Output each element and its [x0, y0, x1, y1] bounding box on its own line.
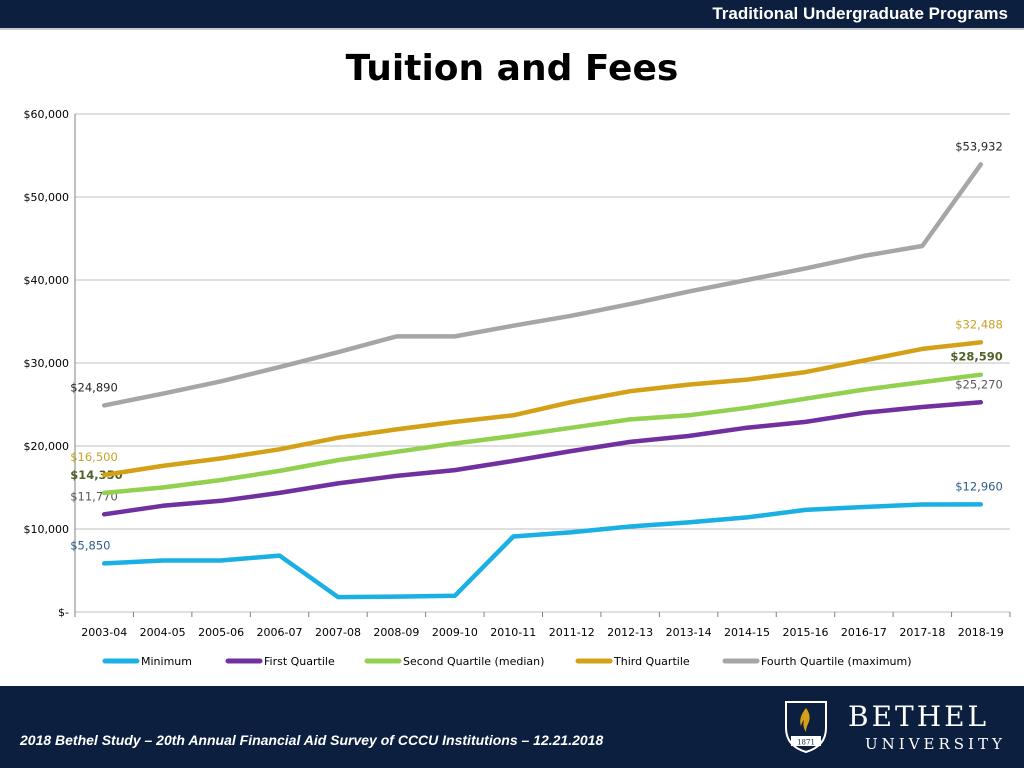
series-line — [101, 400, 984, 517]
legend-label: Second Quartile (median) — [403, 655, 544, 668]
x-tick-label: 2008-09 — [373, 626, 419, 639]
bethel-shield-logo: 1871 — [785, 701, 827, 754]
x-tick-label: 2006-07 — [257, 626, 303, 639]
x-tick-label: 2010-11 — [490, 626, 536, 639]
x-tick-label: 2011-12 — [549, 626, 595, 639]
legend-label: Third Quartile — [613, 655, 690, 668]
data-label: $24,890 — [70, 380, 118, 394]
x-tick-label: 2016-17 — [841, 626, 887, 639]
tuition-line-chart: $- $10,000 $20,000 $30,000 $40,000 $50,000 $60… — [24, 108, 1011, 668]
y-tick-label: $30,000 — [24, 357, 70, 370]
data-label: $12,960 — [955, 479, 1003, 493]
logo-year: 1871 — [797, 739, 815, 747]
y-tick-label: $40,000 — [24, 274, 70, 287]
x-tick-label: 2014-15 — [724, 626, 770, 639]
y-tick-label: $20,000 — [24, 440, 70, 453]
slide-title: Tuition and Fees — [345, 48, 679, 89]
data-label: $5,850 — [70, 538, 110, 552]
study-caption: 2018 Bethel Study – 20th Annual Financia… — [20, 732, 604, 748]
series-line — [101, 162, 984, 408]
series-line — [101, 372, 984, 496]
legend-label: First Quartile — [264, 655, 335, 668]
x-tick-label: 2009-10 — [432, 626, 478, 639]
data-label: $53,932 — [955, 139, 1003, 153]
y-tick-label: $- — [58, 606, 69, 619]
x-tick-label: 2003-04 — [81, 626, 127, 639]
data-label: $28,590 — [950, 350, 1002, 364]
header-bar: Traditional Undergraduate Programs — [0, 0, 1024, 30]
logo-name: BETHEL — [848, 700, 990, 733]
logo-sub: UNIVERSITY — [865, 735, 1006, 753]
y-tick-label: $10,000 — [24, 523, 70, 536]
legend-label: Minimum — [141, 655, 192, 668]
x-tick-label: 2017-18 — [899, 626, 945, 639]
footer-bar: 2018 Bethel Study – 20th Annual Financia… — [0, 686, 1024, 768]
x-tick-label: 2005-06 — [198, 626, 244, 639]
y-tick-label: $60,000 — [24, 108, 70, 121]
data-label: $14,350 — [70, 468, 122, 482]
x-tick-label: 2015-16 — [782, 626, 828, 639]
x-tick-label: 2018-19 — [958, 626, 1004, 639]
data-label: $25,270 — [955, 377, 1003, 391]
series-line — [101, 340, 984, 478]
series-line — [101, 502, 984, 600]
data-label: $16,500 — [70, 450, 118, 464]
x-tick-label: 2012-13 — [607, 626, 653, 639]
program-title: Traditional Undergraduate Programs — [712, 4, 1008, 23]
y-tick-label: $50,000 — [24, 191, 70, 204]
data-label: $32,488 — [955, 317, 1003, 331]
legend-label: Fourth Quartile (maximum) — [761, 655, 912, 668]
x-tick-label: 2004-05 — [140, 626, 186, 639]
x-tick-label: 2013-14 — [666, 626, 712, 639]
x-tick-label: 2007-08 — [315, 626, 361, 639]
